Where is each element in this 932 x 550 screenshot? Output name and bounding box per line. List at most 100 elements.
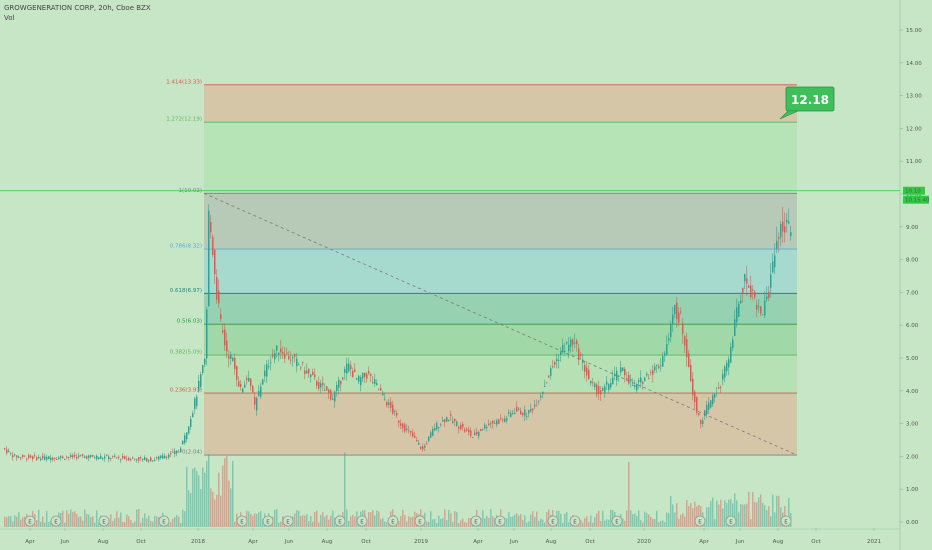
volume-bar — [754, 501, 756, 527]
candle-body — [638, 380, 640, 383]
candle-body — [774, 255, 776, 268]
volume-bar — [310, 516, 312, 527]
volume-bar — [48, 521, 50, 527]
volume-bar — [186, 466, 188, 527]
candle-body — [476, 432, 478, 435]
candle-body — [386, 401, 388, 406]
candle-body — [40, 458, 42, 461]
candle-body — [296, 358, 298, 367]
callout-pointer — [779, 110, 799, 120]
candle-body — [118, 456, 120, 458]
candle-body — [746, 278, 748, 284]
candle-body — [158, 456, 160, 460]
y-tick-label: 7.00 — [906, 290, 919, 296]
candle-body — [712, 395, 714, 405]
volume-bar — [594, 517, 596, 527]
candle-body — [446, 417, 448, 422]
volume-bar — [6, 517, 8, 527]
y-tick-label: 4.00 — [906, 389, 919, 395]
candle-body — [418, 442, 420, 445]
candle-body — [232, 357, 234, 361]
y-tick-label: 12.00 — [906, 126, 922, 132]
candle-body — [366, 373, 368, 379]
volume-bar — [524, 515, 526, 527]
volume-bar — [78, 516, 80, 527]
candle-body — [164, 456, 166, 459]
candle-body — [190, 418, 192, 427]
x-tick-label: 2018 — [191, 539, 205, 545]
volume-bar — [116, 511, 118, 527]
volume-bar — [98, 522, 100, 527]
volume-bar — [776, 495, 778, 527]
candle-body — [492, 420, 494, 424]
fib-zone — [204, 355, 797, 394]
volume-bar — [354, 516, 356, 527]
candle-body — [420, 446, 422, 449]
candle-body — [682, 323, 684, 334]
candle-body — [30, 455, 32, 458]
candle-body — [306, 370, 308, 374]
candle-body — [358, 375, 360, 382]
candle-body — [16, 455, 18, 458]
volume-bar — [386, 522, 388, 527]
volume-bar — [706, 507, 708, 527]
candle-body — [584, 365, 586, 372]
candle-body — [220, 314, 222, 320]
volume-bar — [8, 516, 10, 527]
volume-bar — [150, 520, 152, 527]
volume-bar — [568, 522, 570, 527]
fib-level-label: 0.236(3.93) — [170, 388, 202, 394]
volume-bar — [356, 511, 358, 527]
candle-body — [152, 460, 154, 462]
volume-bar — [590, 515, 592, 527]
candle-body — [708, 402, 710, 410]
volume-bar — [454, 511, 456, 527]
volume-bar — [582, 522, 584, 527]
earnings-marker-icon — [494, 515, 506, 527]
candle-body — [242, 388, 244, 393]
candle-body — [714, 394, 716, 398]
candle-body — [586, 367, 588, 376]
candle-body — [554, 362, 556, 365]
earnings-marker-glyph: E — [698, 519, 702, 525]
volume-bar — [486, 515, 488, 527]
candle-body — [702, 420, 704, 424]
volume-bar — [348, 520, 350, 527]
volume-bar — [228, 480, 230, 527]
candle-body — [86, 456, 88, 459]
candle-body — [580, 353, 582, 356]
candle-body — [84, 456, 86, 458]
candle-body — [498, 419, 500, 424]
candle-body — [88, 455, 90, 458]
candle-body — [608, 384, 610, 390]
volume-bar — [712, 497, 714, 527]
volume-bar — [402, 509, 404, 527]
volume-bar — [728, 499, 730, 527]
volume-bar — [276, 509, 278, 527]
volume-bar — [20, 519, 22, 527]
candle-body — [160, 455, 162, 458]
callout-text: 12.18 — [791, 93, 829, 107]
volume-bar — [232, 460, 234, 527]
volume-bar — [630, 510, 632, 527]
candle-body — [678, 312, 680, 323]
volume-bar — [36, 519, 38, 527]
candle-body — [646, 373, 648, 376]
volume-bar — [768, 506, 770, 527]
candle-body — [496, 420, 498, 425]
volume-bar — [710, 501, 712, 527]
volume-bar — [512, 516, 514, 527]
candle-body — [704, 410, 706, 416]
candle-body — [258, 390, 260, 396]
candle-body — [280, 348, 282, 353]
volume-bar — [126, 514, 128, 527]
volume-bar — [216, 494, 218, 527]
candle-body — [186, 432, 188, 440]
candle-body — [790, 232, 792, 237]
volume-bar — [674, 512, 676, 527]
volume-bar — [404, 514, 406, 527]
volume-bar — [436, 522, 438, 527]
volume-bar — [470, 518, 472, 527]
volume-bar — [12, 521, 14, 527]
